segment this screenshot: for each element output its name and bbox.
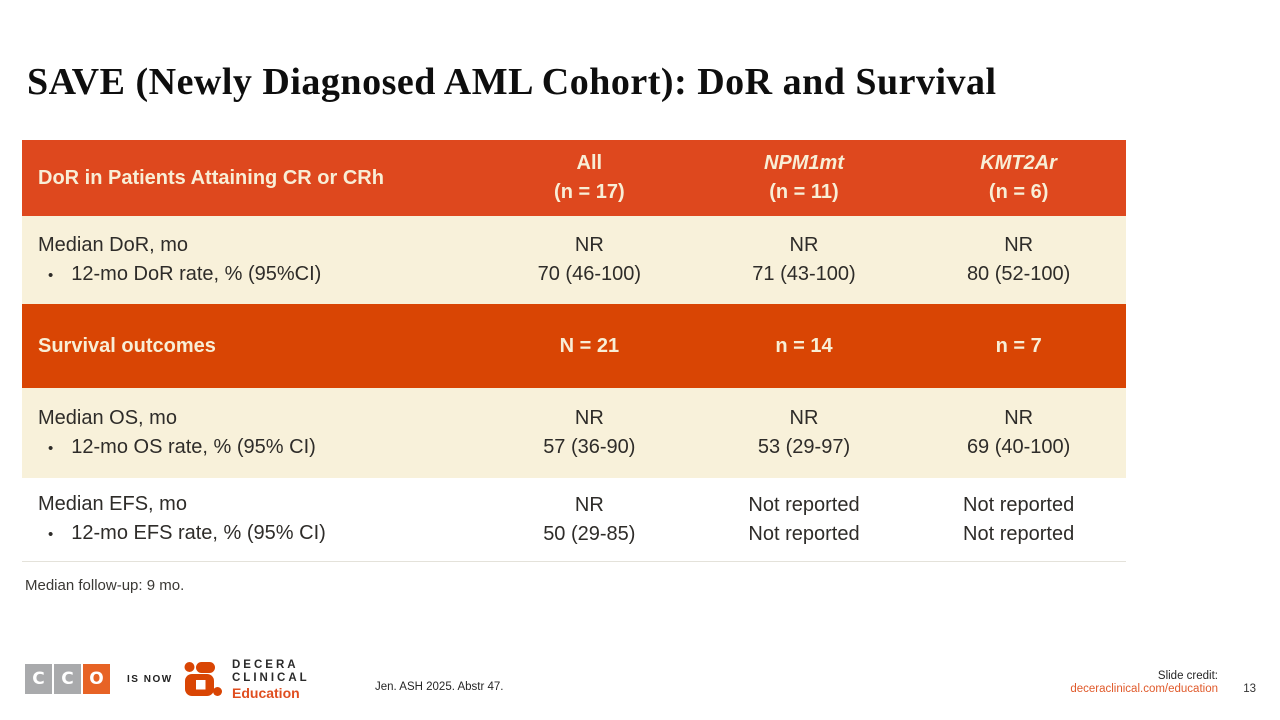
efs-value-npm1mt: Not reported Not reported [697, 478, 912, 561]
os-npm1mt-line1: NR [789, 407, 819, 429]
bullet-icon: • [48, 526, 54, 543]
table-row-dor: Median DoR, mo • 12-mo DoR rate, % (95%C… [22, 216, 1126, 304]
efs-label-line2: • 12-mo EFS rate, % (95% CI) [38, 519, 326, 549]
page-title: SAVE (Newly Diagnosed AML Cohort): DoR a… [27, 61, 997, 103]
dor-kmt2ar-line2: 80 (52-100) [966, 263, 1071, 285]
os-all-line2: 57 (36-90) [543, 436, 636, 458]
survival-n-kmt2ar-text: n = 7 [995, 334, 1042, 357]
survival-n-npm1mt-text: n = 14 [775, 334, 833, 357]
efs-kmt2ar-line1: Not reported [963, 493, 1075, 516]
os-kmt2ar-line1: NR [1004, 407, 1034, 429]
survival-n-all: N = 21 [482, 304, 697, 388]
dor-label-cell: Median DoR, mo • 12-mo DoR rate, % (95%C… [22, 216, 482, 304]
os-all-line1: NR [574, 407, 604, 429]
dor-value-all: NR 70 (46-100) [482, 216, 697, 304]
header-col-all-n: (n = 17) [554, 181, 625, 203]
header-col-npm1mt: NPM1mt (n = 11) [697, 140, 912, 216]
table-header-row: DoR in Patients Attaining CR or CRh All … [22, 140, 1126, 216]
header-col-all-name: All [576, 152, 603, 174]
header-col-npm1mt-name: NPM1mt [763, 152, 844, 174]
efs-npm1mt-line1: Not reported [748, 493, 860, 516]
efs-npm1mt-line2: Not reported [748, 522, 860, 545]
cco-logo: C C O [25, 664, 110, 694]
cco-logo-letter-c2: C [54, 664, 81, 694]
cco-logo-letter-o: O [83, 664, 110, 694]
bullet-icon: • [48, 266, 54, 284]
os-value-kmt2ar: NR 69 (40-100) [911, 388, 1126, 478]
slide-credit-label: Slide credit: [1157, 670, 1218, 682]
is-now-label: IS NOW [127, 674, 173, 685]
decera-line1: DECERA [232, 659, 299, 671]
dor-kmt2ar-line1: NR [1004, 234, 1034, 256]
outcomes-table: DoR in Patients Attaining CR or CRh All … [22, 140, 1126, 562]
slide-credit-link[interactable]: deceraclinical.com/education [1070, 683, 1218, 695]
os-value-all: NR 57 (36-90) [482, 388, 697, 478]
efs-label-line2-text: 12-mo EFS rate, % (95% CI) [71, 522, 326, 544]
table-row-survival-section: Survival outcomes N = 21 n = 14 n = 7 [22, 304, 1126, 388]
table-row-os: Median OS, mo • 12-mo OS rate, % (95% CI… [22, 388, 1126, 478]
dor-npm1mt-line1: NR [789, 234, 819, 256]
os-value-npm1mt: NR 53 (29-97) [697, 388, 912, 478]
os-label-cell: Median OS, mo • 12-mo OS rate, % (95% CI… [22, 388, 482, 478]
os-label-line1: Median OS, mo [38, 406, 177, 429]
dor-label-line2: • 12-mo DoR rate, % (95%CI) [38, 260, 321, 290]
survival-n-all-text: N = 21 [559, 334, 620, 357]
survival-section-label-cell: Survival outcomes [22, 304, 482, 388]
decera-education: Education [232, 685, 300, 701]
efs-label-cell: Median EFS, mo • 12-mo EFS rate, % (95% … [22, 478, 482, 561]
decera-line2: CLINICAL [232, 672, 310, 684]
efs-value-all: NR 50 (29-85) [482, 478, 697, 561]
header-col-kmt2ar-n: (n = 6) [988, 181, 1049, 203]
header-col-kmt2ar: KMT2Ar (n = 6) [911, 140, 1126, 216]
dor-label-line2-text: 12-mo DoR rate, % (95%CI) [71, 262, 322, 285]
dor-value-npm1mt: NR 71 (43-100) [697, 216, 912, 304]
header-col-all: All (n = 17) [482, 140, 697, 216]
header-label-cell: DoR in Patients Attaining CR or CRh [22, 140, 482, 216]
dor-label-line1: Median DoR, mo [38, 233, 189, 256]
os-kmt2ar-line2: 69 (40-100) [966, 436, 1071, 458]
os-label-line2: • 12-mo OS rate, % (95% CI) [38, 433, 316, 463]
bullet-icon: • [48, 439, 54, 457]
survival-n-npm1mt: n = 14 [697, 304, 912, 388]
efs-all-line2: 50 (29-85) [543, 522, 636, 545]
footnote: Median follow-up: 9 mo. [25, 577, 185, 594]
dor-value-kmt2ar: NR 80 (52-100) [911, 216, 1126, 304]
dor-npm1mt-line2: 71 (43-100) [752, 263, 856, 285]
os-label-line2-text: 12-mo OS rate, % (95% CI) [71, 435, 316, 458]
efs-label-line1: Median EFS, mo [38, 493, 187, 515]
cco-logo-letter-c1: C [25, 664, 52, 694]
reference-citation: Jen. ASH 2025. Abstr 47. [375, 681, 504, 693]
decera-logo-icon [184, 662, 222, 696]
decera-clinical-logo: DECERA CLINICAL Education [184, 659, 310, 701]
header-col-kmt2ar-name: KMT2Ar [980, 152, 1057, 174]
efs-kmt2ar-line2: Not reported [963, 522, 1075, 545]
header-label: DoR in Patients Attaining CR or CRh [38, 167, 384, 189]
table-row-efs: Median EFS, mo • 12-mo EFS rate, % (95% … [22, 478, 1126, 562]
page-number: 13 [1243, 683, 1256, 695]
slide-credit: Slide credit: deceraclinical.com/educati… [1070, 670, 1218, 695]
dor-all-line1: NR [574, 234, 604, 256]
survival-n-kmt2ar: n = 7 [911, 304, 1126, 388]
decera-wordmark: DECERA CLINICAL Education [232, 659, 310, 701]
efs-value-kmt2ar: Not reported Not reported [911, 478, 1126, 561]
dor-all-line2: 70 (46-100) [537, 263, 642, 285]
survival-section-label: Survival outcomes [38, 334, 216, 357]
header-col-npm1mt-n: (n = 11) [769, 181, 839, 203]
os-npm1mt-line2: 53 (29-97) [757, 436, 851, 458]
efs-all-line1: NR [574, 493, 604, 516]
